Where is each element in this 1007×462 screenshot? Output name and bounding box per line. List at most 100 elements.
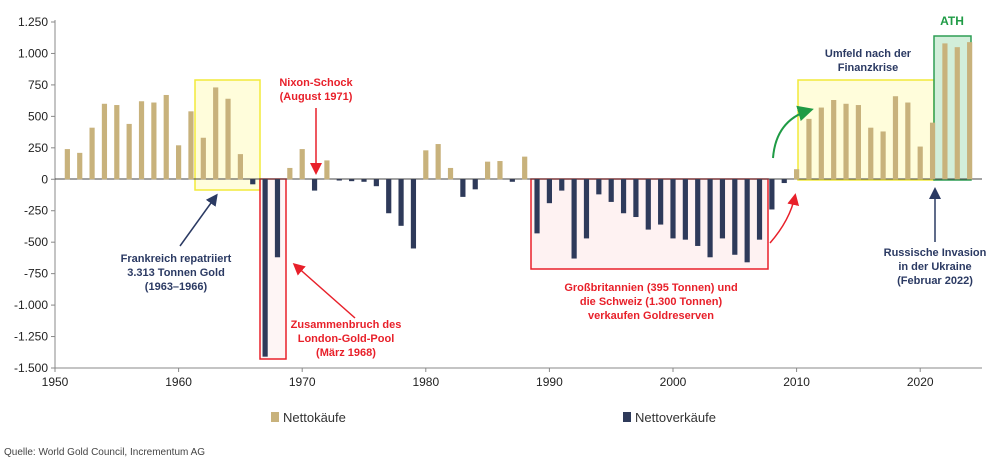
- bar-net-purchase: [324, 160, 330, 180]
- annotation-ath: ATH: [940, 14, 964, 28]
- bar-net-purchase: [522, 156, 528, 180]
- bar-net-sale: [719, 179, 726, 239]
- bar-net-purchase: [942, 43, 948, 180]
- y-tick-label: 500: [28, 109, 48, 123]
- x-tick-label: 1960: [165, 375, 192, 389]
- bar-net-purchase: [954, 47, 960, 180]
- bar-net-sale: [633, 179, 639, 218]
- bar-net-purchase: [138, 101, 145, 180]
- svg-text:London-Gold-Pool: London-Gold-Pool: [298, 333, 395, 345]
- svg-text:ATH: ATH: [940, 14, 964, 28]
- bar-net-purchase: [917, 146, 923, 180]
- svg-text:Frankreich repatriiert: Frankreich repatriiert: [121, 253, 232, 265]
- y-tick-label: 750: [28, 78, 48, 92]
- bar-net-sale: [571, 179, 577, 259]
- bar-net-purchase: [213, 87, 219, 180]
- highlight-box-post-crisis: [797, 79, 935, 181]
- bar-net-sale: [559, 179, 565, 191]
- bar-net-sale: [756, 179, 763, 240]
- bar-net-purchase: [176, 145, 182, 180]
- bar-net-purchase: [485, 161, 491, 180]
- bar-net-sale: [732, 179, 738, 255]
- bar-net-sale: [349, 179, 355, 182]
- bar-net-sale: [398, 179, 404, 226]
- x-tick-label: 2010: [783, 375, 810, 389]
- bar-net-purchase: [806, 118, 812, 180]
- bars: [64, 42, 973, 357]
- bar-net-sale: [781, 179, 787, 184]
- bar-net-purchase: [967, 42, 973, 180]
- bar-net-sale: [311, 179, 318, 191]
- x-tick-label: 1990: [536, 375, 563, 389]
- legend-label-sales: Nettoverkäufe: [635, 410, 716, 425]
- bar-net-sale: [682, 179, 688, 240]
- svg-text:verkaufen Goldreserven: verkaufen Goldreserven: [588, 310, 714, 322]
- highlight-box-ath: [933, 35, 972, 181]
- bar-net-purchase: [497, 161, 503, 180]
- annotation-france: Frankreich repatriiert 3.313 Tonnen Gold…: [121, 193, 232, 293]
- bar-net-purchase: [64, 149, 70, 180]
- bar-net-sale: [361, 179, 367, 182]
- y-tick-label: 250: [28, 141, 48, 155]
- bar-net-purchase: [89, 127, 95, 180]
- bar-net-purchase: [423, 150, 429, 180]
- bar-net-sale: [534, 179, 540, 234]
- bar-net-sale: [769, 179, 775, 210]
- svg-text:(August 1971): (August 1971): [280, 91, 353, 103]
- bar-net-purchase: [126, 123, 132, 180]
- bar-net-sale: [670, 179, 676, 239]
- y-tick-label: -1.500: [14, 361, 48, 375]
- x-tick-label: 2000: [660, 375, 687, 389]
- svg-text:(1963–1966): (1963–1966): [145, 281, 208, 293]
- svg-text:Nixon-Schock: Nixon-Schock: [279, 77, 353, 89]
- x-axis-ticks: 1950 1960 1970 1980 1990 2000 2010 2020: [42, 368, 934, 389]
- legend-swatch-sales: [623, 412, 631, 422]
- bar-net-sale: [373, 179, 379, 187]
- svg-text:(März 1968): (März 1968): [316, 347, 376, 359]
- bar-net-purchase: [794, 169, 800, 180]
- svg-text:in der Ukraine: in der Ukraine: [898, 261, 971, 273]
- x-tick-label: 1980: [412, 375, 439, 389]
- bar-net-sale: [472, 179, 478, 190]
- annotation-london-pool: Zusammenbruch des London-Gold-Pool (März…: [291, 263, 402, 359]
- bar-net-sale: [410, 179, 417, 249]
- bar-net-sale: [583, 179, 590, 239]
- bar-net-sale: [596, 179, 602, 195]
- bar-net-purchase: [225, 98, 231, 180]
- y-tick-label: 1.000: [18, 46, 48, 60]
- y-tick-label: 1.250: [18, 15, 48, 29]
- bar-net-purchase: [843, 103, 849, 180]
- svg-text:Russische Invasion: Russische Invasion: [884, 247, 987, 259]
- x-tick-label: 2020: [907, 375, 934, 389]
- bar-net-purchase: [880, 131, 886, 180]
- bar-net-sale: [250, 179, 256, 185]
- svg-text:die Schweiz (1.300 Tonnen): die Schweiz (1.300 Tonnen): [580, 296, 723, 308]
- svg-text:Zusammenbruch des: Zusammenbruch des: [291, 319, 402, 331]
- bar-net-sale: [262, 179, 268, 357]
- bar-net-purchase: [855, 105, 861, 180]
- bar-net-purchase: [114, 105, 120, 180]
- svg-text:(Februar 2022): (Februar 2022): [897, 275, 973, 287]
- x-tick-label: 1950: [42, 375, 69, 389]
- svg-text:Großbritannien (395 Tonnen) un: Großbritannien (395 Tonnen) und: [564, 282, 737, 294]
- svg-text:Umfeld nach der: Umfeld nach der: [825, 48, 912, 60]
- annotation-russia: Russische Invasion in der Ukraine (Febru…: [884, 187, 987, 287]
- bar-net-purchase: [287, 167, 293, 180]
- bar-net-sale: [658, 179, 664, 225]
- bar-net-purchase: [200, 137, 206, 180]
- annotation-nixon: Nixon-Schock (August 1971): [279, 77, 354, 175]
- bar-net-purchase: [831, 100, 837, 180]
- y-tick-label: -500: [24, 235, 48, 249]
- bar-net-sale: [546, 179, 552, 204]
- bar-net-purchase: [818, 107, 824, 180]
- y-tick-label: -250: [24, 204, 48, 218]
- y-tick-label: 0: [41, 172, 48, 186]
- bar-net-purchase: [447, 167, 454, 180]
- bar-net-sale: [744, 179, 750, 263]
- annotation-gb-ch: Großbritannien (395 Tonnen) und die Schw…: [564, 193, 800, 322]
- bar-net-purchase: [892, 96, 899, 180]
- bar-net-sale: [620, 179, 627, 214]
- x-tick-label: 1970: [289, 375, 316, 389]
- bar-net-sale: [509, 179, 515, 182]
- bar-net-sale: [707, 179, 713, 258]
